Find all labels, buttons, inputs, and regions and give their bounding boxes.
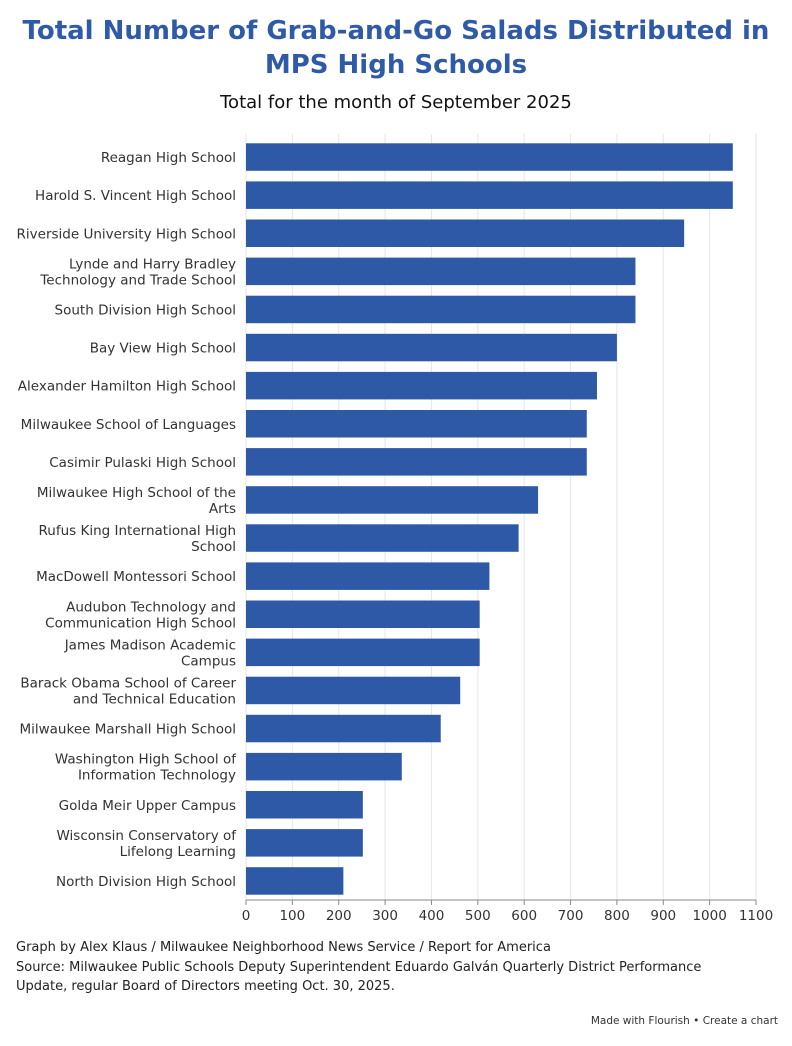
bar[interactable] (246, 219, 685, 248)
category-label: North Division High School (56, 874, 236, 890)
bar-chart: Reagan High School Harold S. Vincent High… (17, 134, 773, 924)
bar[interactable] (246, 257, 636, 286)
bar[interactable] (246, 143, 733, 171)
bar[interactable] (246, 333, 617, 362)
category-label: Harold S. Vincent High School (35, 188, 236, 204)
category-label: Washington High School of Information Tec… (55, 752, 237, 784)
credit-line: Graph by Alex Klaus / Milwaukee Neighbor… (16, 940, 551, 955)
bar[interactable] (246, 714, 441, 743)
x-tick-label: 800 (604, 908, 630, 924)
category-label: Barack Obama School of Career and Technic… (20, 675, 236, 707)
gridlines (245, 134, 757, 900)
category-label: South Division High School (55, 302, 236, 318)
bar[interactable] (246, 562, 490, 590)
category-label: Milwaukee Marshall High School (19, 722, 236, 738)
made-with-flourish-link[interactable]: Made with Flourish (590, 1015, 690, 1027)
category-label: Alexander Hamilton High School (18, 379, 236, 395)
bar[interactable] (246, 600, 480, 629)
category-label: Audubon Technology and Communication High… (45, 599, 236, 631)
category-label: Riverside University High School (17, 226, 236, 242)
flourish-credit[interactable]: Made with Flourish • Create a chart (591, 1015, 778, 1027)
category-label: Golda Meir Upper Campus (59, 798, 236, 814)
category-label: James Madison Academic Campus (64, 637, 236, 669)
category-label: Casimir Pulaski High School (49, 455, 236, 471)
bar[interactable] (246, 295, 636, 324)
x-tick-label: 200 (326, 908, 352, 924)
bar[interactable] (246, 524, 519, 552)
x-tick-label: 700 (558, 908, 584, 924)
category-label: Milwaukee School of Languages (21, 417, 236, 433)
x-tick-label: 900 (650, 908, 676, 924)
category-label: Reagan High School (101, 150, 236, 166)
category-labels: Reagan High School Harold S. Vincent High… (17, 150, 238, 890)
create-chart-link[interactable]: Create a chart (702, 1015, 778, 1027)
bar[interactable] (246, 448, 587, 476)
bar[interactable] (246, 752, 402, 781)
x-tick-label: 100 (279, 908, 305, 924)
bar[interactable] (246, 829, 363, 857)
x-axis: 0 100 200 300 400 500 600 700 800 900 1000 1100 (242, 899, 773, 924)
bar[interactable] (246, 638, 480, 667)
x-tick-label: 300 (372, 908, 398, 924)
x-tick-label: 0 (242, 908, 251, 924)
bar[interactable] (246, 486, 539, 514)
category-label: Milwaukee High School of the Arts (37, 485, 236, 517)
credit-separator: • (693, 1015, 700, 1027)
bar[interactable] (246, 410, 587, 438)
bar[interactable] (246, 676, 461, 705)
bar[interactable] (246, 867, 344, 895)
bar[interactable] (246, 791, 363, 819)
category-label: Rufus King International High School (39, 523, 236, 555)
bar[interactable] (246, 371, 597, 400)
bars (246, 143, 733, 895)
footer-notes: Graph by Alex Klaus / Milwaukee Neighbor… (16, 938, 776, 997)
category-label: Lynde and Harry Bradley Technology and Tr… (39, 256, 236, 288)
chart-title: Total Number of Grab-and-Go Salads Distr… (22, 16, 770, 80)
bar[interactable] (246, 181, 733, 209)
x-tick-label: 1000 (692, 908, 726, 924)
category-label: Bay View High School (90, 341, 236, 357)
x-tick-label: 400 (419, 908, 445, 924)
x-tick-label: 500 (465, 908, 491, 924)
source-line: Source: Milwaukee Public Schools Deputy … (16, 959, 702, 975)
source-line-continued: Update, regular Board of Directors meeti… (16, 979, 395, 994)
category-label: Wisconsin Conservatory of Lifelong Learni… (57, 828, 238, 860)
category-label: MacDowell Montessori School (36, 569, 236, 585)
x-tick-label: 1100 (739, 908, 773, 924)
chart-subtitle: Total for the month of September 2025 (220, 92, 572, 113)
x-tick-label: 600 (511, 908, 537, 924)
